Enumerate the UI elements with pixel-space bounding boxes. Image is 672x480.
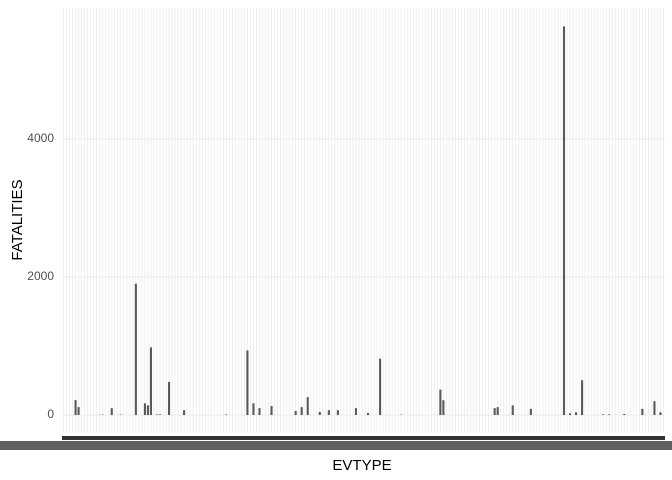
bar (511, 405, 514, 416)
bar (653, 401, 656, 416)
bar (366, 412, 370, 416)
bar (608, 414, 611, 416)
bar (74, 400, 77, 416)
bar (246, 350, 249, 416)
bar (623, 413, 626, 416)
bar (158, 414, 162, 416)
y-tick-label: 2000 (27, 269, 54, 283)
bar (336, 410, 339, 416)
bar (379, 358, 382, 416)
bar (294, 410, 297, 416)
bar (442, 400, 445, 416)
bar (354, 408, 358, 416)
bar (529, 408, 532, 416)
bar (568, 413, 572, 416)
y-axis-title: FATALITIES (9, 179, 26, 260)
bar (659, 412, 662, 416)
bar (318, 411, 321, 416)
x-tick-label-strip (62, 436, 665, 440)
x-axis-title: EVTYPE (332, 457, 391, 474)
bar (146, 405, 149, 416)
bar (496, 407, 499, 416)
bar (183, 410, 186, 416)
bar (225, 414, 228, 416)
bar (258, 408, 261, 416)
bar (110, 408, 113, 416)
bar (641, 408, 644, 416)
bar (149, 347, 152, 416)
x-tick-label-overlap (0, 441, 672, 450)
bar (581, 380, 584, 416)
y-tick-label: 4000 (27, 131, 54, 145)
bar (439, 389, 442, 416)
bar (562, 26, 566, 416)
bar (252, 403, 255, 416)
bar (300, 407, 303, 416)
bar (493, 408, 496, 416)
bar (270, 406, 273, 416)
bar (155, 414, 159, 416)
bar (602, 414, 605, 416)
bar (77, 407, 80, 416)
bar (143, 403, 146, 416)
bar (575, 412, 578, 416)
bar (167, 381, 171, 416)
bar (327, 410, 330, 416)
bar (306, 397, 309, 416)
bar (134, 283, 137, 416)
y-tick-label: 0 (47, 407, 54, 421)
